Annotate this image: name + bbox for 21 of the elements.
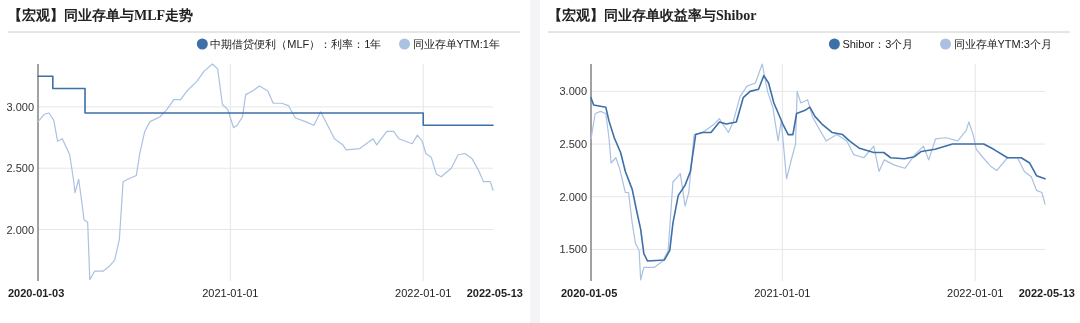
y-tick-label: 2.500 (559, 138, 587, 151)
chart-title: 【宏观】同业存单收益率与Shibor (548, 7, 757, 23)
x-tick-label: 2022-05-13 (466, 287, 523, 299)
y-tick-label: 2.000 (559, 190, 587, 203)
legend-label: 同业存单YTM:3个月 (953, 38, 1052, 50)
x-tick-label: 2020-01-03 (8, 287, 65, 299)
x-tick-label: 2021-01-01 (754, 287, 811, 299)
y-tick-label: 3.000 (6, 100, 34, 113)
x-tick-label: 2022-01-01 (395, 287, 452, 299)
x-tick-label: 2020-01-05 (561, 287, 618, 299)
legend-label: Shibor：3个月 (842, 38, 914, 50)
x-tick-label: 2022-01-01 (947, 287, 1004, 299)
y-tick-label: 2.500 (6, 162, 34, 175)
chart-title: 【宏观】同业存单与MLF走势 (8, 7, 194, 23)
legend-label: 同业存单YTM:1年 (412, 38, 500, 50)
x-tick-label: 2022-05-13 (1018, 287, 1075, 299)
legend-label: 中期借贷便利（MLF）：利率：1年 (210, 38, 382, 50)
y-tick-label: 3.000 (559, 85, 587, 98)
x-tick-label: 2021-01-01 (202, 287, 259, 299)
y-tick-label: 1.500 (559, 243, 587, 256)
y-tick-label: 2.000 (6, 223, 34, 236)
